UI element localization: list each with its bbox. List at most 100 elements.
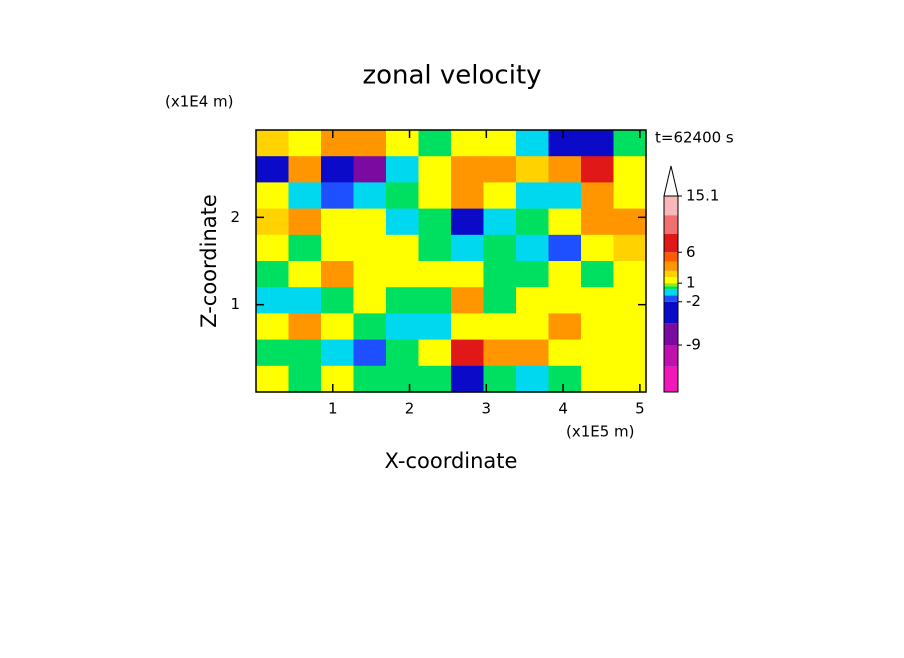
contour-cell: [386, 313, 420, 341]
contour-cell: [386, 130, 420, 157]
contour-cell: [353, 287, 387, 314]
contour-cell: [288, 234, 322, 262]
contour-cell: [613, 287, 647, 314]
colorbar-tick-label: 1: [686, 274, 696, 292]
contour-cell: [288, 287, 322, 314]
colorbar-tick-label: -2: [686, 292, 701, 310]
contour-cell: [353, 261, 387, 288]
contour-cell: [321, 208, 355, 236]
contour-cell: [321, 313, 355, 341]
contour-cell: [613, 156, 647, 183]
contour-cell: [613, 339, 647, 367]
contour-cell: [321, 365, 355, 393]
contour-cell: [516, 287, 550, 314]
contour-cell: [516, 365, 550, 393]
contour-cell: [418, 182, 452, 210]
contour-cell: [353, 339, 387, 367]
contour-cell: [386, 365, 420, 393]
contour-cell: [548, 156, 582, 183]
contour-cell: [418, 313, 452, 341]
contour-cell: [581, 365, 615, 393]
colorbar-tick-label: 15.1: [686, 187, 719, 205]
colorbar-segment: [664, 286, 678, 290]
contour-cell: [483, 130, 517, 157]
contour-cell: [613, 234, 647, 262]
contour-cell: [483, 313, 517, 341]
contour-cell: [483, 261, 517, 288]
contour-cell: [483, 339, 517, 367]
contour-cell: [548, 365, 582, 393]
contour-cell: [451, 156, 485, 183]
colorbar-frame: [663, 195, 679, 393]
contour-cell: [516, 130, 550, 157]
contour-cell: [418, 365, 452, 393]
contour-cell: [321, 339, 355, 367]
colorbar-segment: [664, 196, 678, 216]
contour-cell: [256, 313, 290, 341]
contour-cell: [256, 234, 290, 262]
contour-cell: [613, 313, 647, 341]
colorbar-segment: [664, 295, 678, 302]
plot-frame: [255, 129, 647, 393]
contour-cell: [321, 287, 355, 314]
y-tick-label: 1: [230, 295, 240, 313]
contour-cell: [581, 261, 615, 288]
contour-cell: [321, 261, 355, 288]
contour-cell: [613, 365, 647, 393]
contour-cell: [548, 287, 582, 314]
contour-cell: [451, 261, 485, 288]
contour-cell: [581, 287, 615, 314]
colorbar-segment: [664, 366, 678, 392]
contour-cell: [613, 130, 647, 157]
contour-cell: [516, 208, 550, 236]
contour-cell: [451, 234, 485, 262]
contour-cell: [321, 234, 355, 262]
contour-cell: [353, 182, 387, 210]
contour-cell: [418, 208, 452, 236]
contour-cell: [386, 182, 420, 210]
contour-cell: [321, 182, 355, 210]
contour-cell: [288, 313, 322, 341]
contour-cell: [483, 287, 517, 314]
contour-cell: [353, 234, 387, 262]
contour-cell: [256, 365, 290, 393]
contour-cell: [451, 313, 485, 341]
contour-cell: [256, 208, 290, 236]
contour-cell: [451, 287, 485, 314]
contour-cell: [516, 261, 550, 288]
colorbar-tick-label: -9: [686, 336, 701, 354]
contour-cell: [451, 365, 485, 393]
contour-cell: [321, 130, 355, 157]
contour-cell: [418, 130, 452, 157]
contour-cell: [483, 234, 517, 262]
contour-cell: [581, 313, 615, 341]
colorbar-segment: [664, 301, 678, 324]
contour-cell: [386, 339, 420, 367]
contour-cell: [483, 208, 517, 236]
colorbar-segment: [664, 233, 678, 253]
colorbar-segment: [664, 323, 678, 346]
contour-cell: [288, 261, 322, 288]
colorbar-extension: [663, 165, 679, 197]
colorbar-segment: [664, 283, 678, 287]
contour-cell: [483, 156, 517, 183]
contour-cell: [581, 208, 615, 236]
contour-cell: [418, 339, 452, 367]
contour-cell: [548, 234, 582, 262]
colorbar-segment: [664, 276, 678, 284]
x-tick-label: 2: [405, 400, 415, 418]
contour-cell: [451, 339, 485, 367]
contour-cell: [386, 261, 420, 288]
contour-cell: [548, 261, 582, 288]
contour-cell: [256, 261, 290, 288]
y-unit: (x1E4 m): [165, 93, 234, 111]
contour-cell: [581, 182, 615, 210]
contour-cell: [353, 313, 387, 341]
colorbar-segment: [664, 261, 678, 271]
contour-cell: [451, 208, 485, 236]
contour-cell: [353, 130, 387, 157]
contour-cell: [418, 156, 452, 183]
contour-cell: [418, 261, 452, 288]
colorbar-segment: [664, 270, 678, 277]
